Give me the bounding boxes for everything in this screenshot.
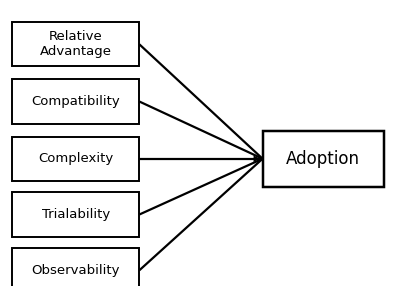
Text: Trialability: Trialability [42,208,110,221]
Text: Observability: Observability [32,264,120,277]
Bar [12,248,139,286]
Text: Adoption: Adoption [286,150,360,168]
Text: Relative
Advantage: Relative Advantage [40,30,112,58]
Text: Complexity: Complexity [38,152,114,165]
Text: Compatibility: Compatibility [32,95,120,108]
Bar [12,79,139,124]
Bar [12,137,139,181]
Bar [12,192,139,237]
Bar [263,131,384,186]
Bar [12,22,139,67]
